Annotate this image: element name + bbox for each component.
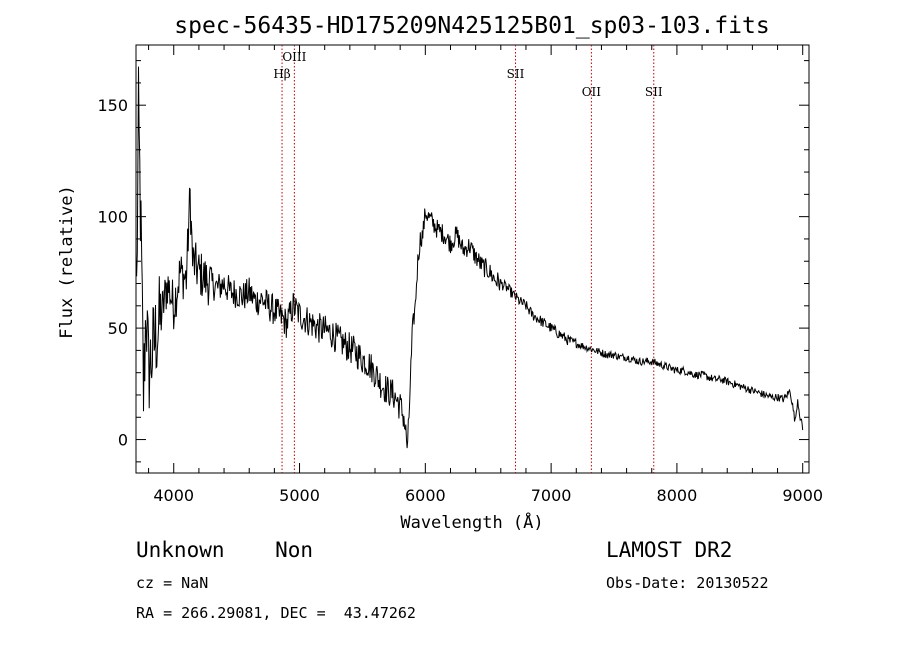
x-tick-label: 7000: [531, 486, 572, 505]
y-tick-label: 0: [118, 431, 128, 450]
x-axis-label: Wavelength (Å): [400, 511, 543, 533]
chart-title: spec-56435-HD175209N425125B01_sp03-103.f…: [174, 13, 769, 39]
y-tick-label: 150: [97, 96, 128, 115]
x-tick-label: 9000: [782, 486, 823, 505]
class-label: Unknown Non: [136, 538, 314, 562]
spectrum-line: [136, 66, 804, 449]
y-axis-label: Flux (relative): [57, 185, 77, 339]
survey-label: LAMOST DR2: [606, 538, 733, 562]
ra-dec: RA = 266.29081, DEC = 43.47262: [136, 604, 416, 622]
x-tick-label: 6000: [405, 486, 446, 505]
tick-labels: 4000 5000 6000 7000 8000 9000 0 50 100 150: [97, 96, 823, 505]
line-id-label: OIII: [282, 50, 306, 64]
axis-ticks: [136, 45, 809, 473]
cz-value: cz = NaN: [136, 574, 209, 592]
x-tick-label: 5000: [279, 486, 320, 505]
line-id-markers: Hβ OIII SII OII SII: [273, 45, 663, 473]
plot-frame: [135, 44, 810, 474]
x-tick-label: 8000: [657, 486, 698, 505]
y-tick-label: 100: [97, 208, 128, 227]
line-id-label: OII: [582, 85, 602, 99]
obs-date: Obs-Date: 20130522: [606, 574, 769, 592]
line-id-label: SII: [645, 85, 663, 99]
y-tick-label: 50: [108, 319, 128, 338]
line-id-label: Hβ: [273, 67, 290, 81]
line-id-label: SII: [507, 67, 525, 81]
x-tick-label: 4000: [153, 486, 194, 505]
